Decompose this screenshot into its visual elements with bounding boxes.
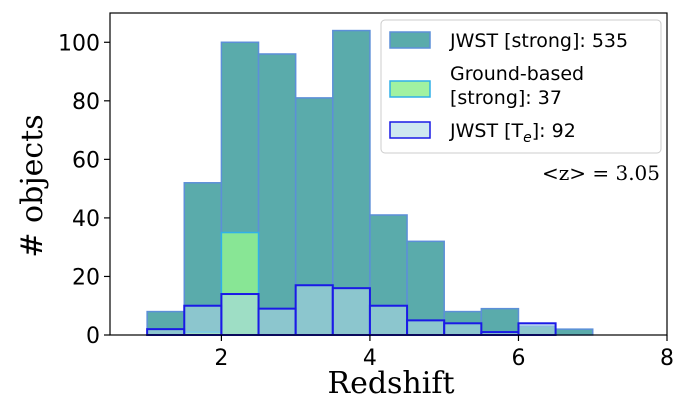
y-tick-label: 40 [72,207,100,232]
y-tick-label: 20 [72,265,100,290]
x-tick-label: 4 [363,346,377,371]
bar-jwst-te-92-bin-3 [257,307,297,336]
y-tick-label: 60 [72,148,100,173]
bar-jwst-strong-535-bin-9 [480,307,520,336]
legend: JWST [strong]: 535 Ground-based [strong]:… [380,19,662,154]
bar-jwst-te-92-bin-10 [517,322,557,337]
x-axis-title: Redshift [327,366,454,399]
y-axis-ticks: 0 20 40 60 80 100 [58,31,110,349]
y-tick-label: 100 [58,31,100,56]
bar-jwst-te-92-bin-1 [183,304,223,336]
bar-jwst-strong-535-bin-3 [257,53,297,336]
bar-jwst-te-92-bin-2 [220,293,260,337]
x-tick-label: 2 [214,346,228,371]
histogram-bars [146,29,594,337]
y-tick-label: 0 [86,324,100,349]
bar-jwst-te-92-bin-8 [443,322,483,337]
bar-jwst-te-92-bin-5 [331,287,371,336]
y-tick-label: 80 [72,90,100,115]
bar-jwst-te-92-bin-4 [294,284,334,336]
legend-swatch-jwst-strong [389,31,431,49]
legend-frame [380,19,662,154]
legend-swatch-ground-based [389,80,431,98]
mean-redshift-annotation: <z> = 3.05 [542,161,660,185]
legend-label-ground-based: Ground-based [strong]: 37 [450,63,584,109]
bar-jwst-te-92-bin-7 [406,319,446,337]
x-tick-label: 8 [660,346,674,371]
legend-label-jwst-strong: JWST [strong]: 535 [449,30,628,52]
legend-swatch-jwst-te [389,121,431,139]
legend-label-jwst-te: JWST [Te]: 92 [449,120,576,146]
bar-jwst-te-92-bin-0 [146,328,186,336]
bar-jwst-strong-535-bin-11 [554,328,594,336]
bar-jwst-te-92-bin-6 [368,304,409,336]
plot-frame [109,12,668,336]
x-axis-ticks: 2 4 6 8 [214,335,674,371]
x-tick-label: 6 [511,346,525,371]
y-axis-title: # objects [15,114,50,257]
